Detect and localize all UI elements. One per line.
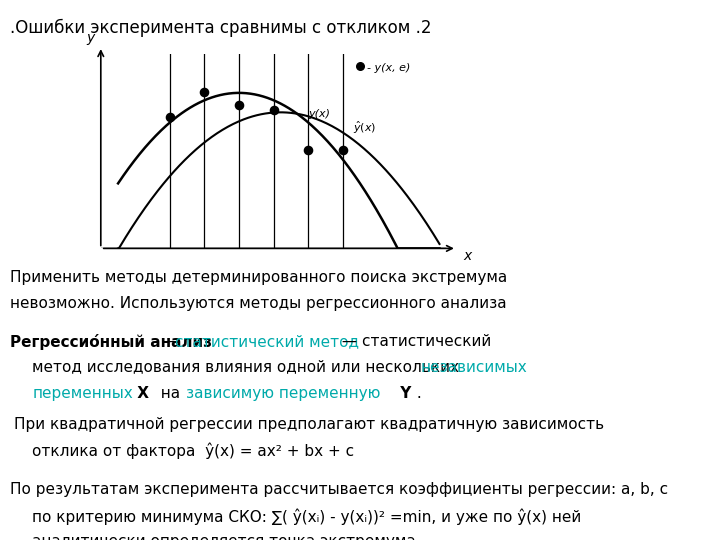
Text: на: на [151,386,185,401]
Text: .Ошибки эксперимента сравнимы с откликом .2: .Ошибки эксперимента сравнимы с откликом… [10,19,431,37]
Text: метод исследования влияния одной или нескольких: метод исследования влияния одной или нес… [32,360,464,375]
Text: — статистический: — статистический [337,334,491,349]
Text: по критерию минимума СКО: ∑( ŷ(xᵢ) - y(xᵢ))² =min, и уже по ŷ(x) ней: по критерию минимума СКО: ∑( ŷ(xᵢ) - y(x… [32,508,582,525]
Point [199,88,210,97]
Text: - y(x, e): - y(x, e) [367,63,410,72]
Text: отклика от фактора  ŷ(x) = ax² + bx + c: отклика от фактора ŷ(x) = ax² + bx + c [32,443,354,460]
Text: $\hat{y}(x)$: $\hat{y}(x)$ [353,119,377,136]
Text: —: — [157,334,182,349]
Point [164,112,176,121]
Point [302,145,314,154]
Text: .: . [412,386,422,401]
Text: Применить методы детерминированного поиска экстремума: Применить методы детерминированного поис… [10,270,508,285]
Text: аналитически определяется точка экстремума.: аналитически определяется точка экстрему… [32,534,421,540]
Point [233,100,245,109]
Text: зависимую переменную: зависимую переменную [186,386,380,401]
Text: По результатам эксперимента рассчитывается коэффициенты регрессии: a, b, c: По результатам эксперимента рассчитывает… [10,482,668,497]
Text: независимых: независимых [420,360,527,375]
Text: статистический метод: статистический метод [175,334,359,349]
Text: X: X [132,386,149,401]
Text: невозможно. Используются методы регрессионного анализа: невозможно. Используются методы регресси… [10,296,507,311]
Text: Y: Y [395,386,411,401]
Text: y(x): y(x) [308,109,330,119]
Text: y: y [86,31,94,45]
Point [337,145,348,154]
Point [354,62,366,70]
Text: x: x [464,249,472,263]
Text: При квадратичной регрессии предполагают квадратичную зависимость: При квадратичной регрессии предполагают … [14,417,605,432]
Text: переменных: переменных [32,386,133,401]
Point [268,106,279,114]
Text: Регрессио́нный анализ: Регрессио́нный анализ [10,334,212,350]
